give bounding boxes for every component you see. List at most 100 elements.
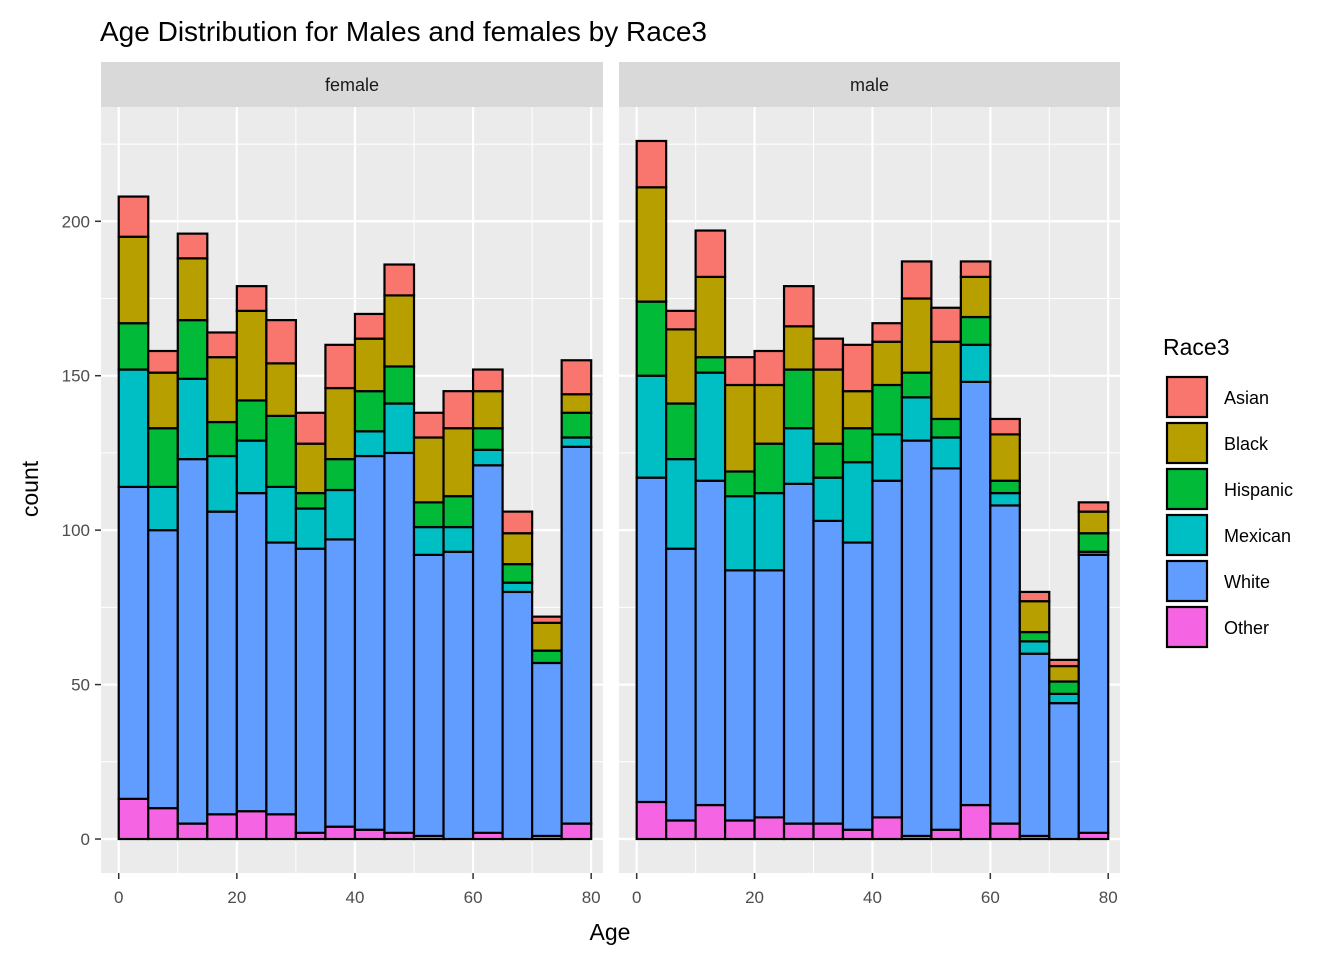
legend-label: Mexican xyxy=(1224,526,1291,546)
bar-segment-hispanic xyxy=(531,649,563,665)
bar-segment-white xyxy=(989,504,1021,825)
bar-segment-asian xyxy=(1048,658,1080,668)
bar-segment-black xyxy=(265,362,297,417)
bar-segment-mexican xyxy=(560,436,593,448)
bar-segment-black xyxy=(635,186,668,303)
bar-segment-asian xyxy=(294,411,327,445)
bar-segment-mexican xyxy=(900,396,933,442)
bar-segment-asian xyxy=(782,285,815,328)
bar-segment-black xyxy=(471,390,504,430)
bar-segment-black xyxy=(531,621,563,652)
bar-segment-hispanic xyxy=(989,479,1021,495)
bar-segment-other xyxy=(959,803,992,841)
legend-title: Race3 xyxy=(1163,334,1229,360)
bar-segment-hispanic xyxy=(324,458,357,492)
bar-segment-hispanic xyxy=(782,368,815,430)
bar-segment-hispanic xyxy=(117,322,150,371)
bar-segment-white xyxy=(782,482,815,825)
bar-segment-white xyxy=(206,510,238,816)
bar-segment-black xyxy=(235,309,268,402)
bar-segment-white xyxy=(723,569,756,822)
facet-panel-male: male 0 20 40 60 80 xyxy=(619,62,1120,907)
facet-strip-label: female xyxy=(325,75,379,95)
bar-segment-asian xyxy=(412,411,445,439)
bar-segment-asian xyxy=(531,615,563,624)
bar-segment-other xyxy=(353,828,386,841)
bar-segment-other xyxy=(117,797,150,841)
bar-segment-black xyxy=(560,393,593,414)
bar-segment-white xyxy=(412,553,445,838)
bar-segment-mexican xyxy=(841,461,874,544)
bar-segment-hispanic xyxy=(560,411,593,439)
bar-segment-asian xyxy=(900,260,933,300)
bar-segment-black xyxy=(176,257,209,322)
bar-segment-white xyxy=(383,451,416,834)
legend-swatch xyxy=(1165,375,1209,419)
bar-segment-black xyxy=(723,383,756,473)
bar-segment-hispanic xyxy=(353,390,386,433)
bar-segment-white xyxy=(753,569,786,819)
legend-swatch xyxy=(1165,605,1209,649)
legend-item-white: White xyxy=(1165,559,1270,603)
bar-segment-asian xyxy=(442,390,475,430)
bar-segment-black xyxy=(665,328,697,405)
bar-segment-asian xyxy=(723,356,756,387)
bar-segment-mexican xyxy=(959,343,992,383)
legend-swatch xyxy=(1165,421,1209,465)
x-axis-title: Age xyxy=(590,919,631,945)
facet-panels: female 0 20 40 60 80 male 0 20 40 60 80 xyxy=(95,62,1120,907)
bar-segment-white xyxy=(531,661,563,838)
bar-segment-asian xyxy=(206,331,238,359)
bar-segment-black xyxy=(782,325,815,371)
x-tick-label: 20 xyxy=(227,888,246,907)
bar-segment-hispanic xyxy=(694,356,727,374)
bar-segment-asian xyxy=(324,343,357,390)
bar-segment-other xyxy=(206,813,238,841)
facet-strip-label: male xyxy=(850,75,889,95)
bar-segment-white xyxy=(117,485,150,800)
bar-segment-other xyxy=(235,810,268,841)
bar-segment-black xyxy=(841,390,874,430)
bar-segment-asian xyxy=(471,368,504,393)
bar-segment-asian xyxy=(560,359,593,396)
x-tick-label: 60 xyxy=(981,888,1000,907)
bar-segment-hispanic xyxy=(930,417,962,439)
bar-segment-other xyxy=(871,816,904,841)
y-tick-label-100: 100 xyxy=(62,521,90,540)
bar-segment-hispanic xyxy=(442,495,475,529)
bar-segment-mexican xyxy=(471,448,504,467)
bar-segment-hispanic xyxy=(147,427,179,489)
bar-segment-white xyxy=(665,547,697,822)
bar-segment-other xyxy=(723,819,756,841)
bar-segment-hispanic xyxy=(176,319,209,380)
bar-segment-hispanic xyxy=(412,501,445,529)
legend-label: Other xyxy=(1224,618,1269,638)
bar-segment-black xyxy=(694,275,727,359)
legend-label: Black xyxy=(1224,434,1269,454)
legend: Race3 Asian Black Hispanic Mexican White Othe… xyxy=(1163,334,1293,649)
legend-label: White xyxy=(1224,572,1270,592)
legend-item-asian: Asian xyxy=(1165,375,1269,419)
bar-segment-mexican xyxy=(753,491,786,572)
bar-segment-black xyxy=(117,235,150,325)
bar-segment-mexican xyxy=(117,368,150,489)
bar-segment-other xyxy=(324,825,357,841)
bar-segment-black xyxy=(1077,510,1110,535)
legend-label: Asian xyxy=(1224,388,1269,408)
bar-segment-hispanic xyxy=(1018,630,1051,643)
bar-segment-mexican xyxy=(812,476,845,522)
bar-segment-mexican xyxy=(265,485,297,544)
x-tick-label: 0 xyxy=(114,888,123,907)
bar-segment-white xyxy=(324,538,357,828)
bar-segment-mexican xyxy=(176,377,209,461)
legend-swatch xyxy=(1165,559,1209,603)
bar-segment-black xyxy=(383,294,416,368)
bar-segment-other xyxy=(841,828,874,841)
bar-segment-mexican xyxy=(1018,640,1051,655)
bar-segment-black xyxy=(147,371,179,430)
x-tick-label: 40 xyxy=(863,888,882,907)
bar-segment-hispanic xyxy=(471,427,504,451)
y-tick-label-50: 50 xyxy=(71,676,90,695)
bar-segment-asian xyxy=(147,349,179,374)
legend-item-black: Black xyxy=(1165,421,1269,465)
